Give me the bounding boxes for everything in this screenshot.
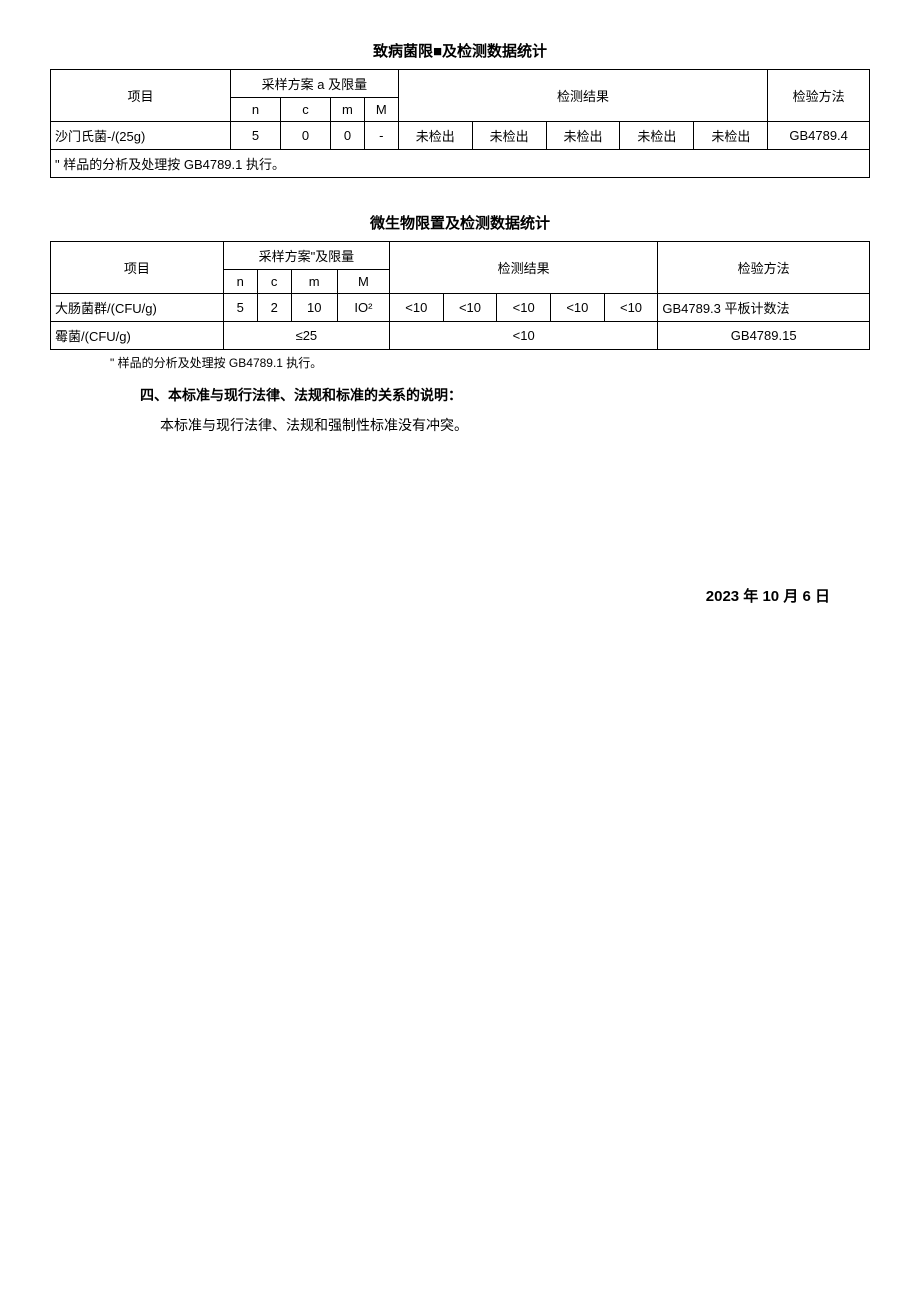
row-m: 0 xyxy=(331,122,365,150)
th2-sampling: 采样方案"及限量 xyxy=(223,242,389,270)
th2-m: m xyxy=(291,270,337,294)
date-text: 2023 年 10 月 6 日 xyxy=(50,585,830,606)
table2-title: 微生物限置及检测数据统计 xyxy=(50,212,870,233)
row1-r2: <10 xyxy=(443,294,497,322)
row-r1: 未检出 xyxy=(398,122,472,150)
th2-project: 项目 xyxy=(51,242,224,294)
row1-r3: <10 xyxy=(497,294,551,322)
table1-note: " 样品的分析及处理按 GB4789.1 执行。 xyxy=(51,150,870,178)
row1-method: GB4789.3 平板计数法 xyxy=(658,294,870,322)
row-n: 5 xyxy=(231,122,281,150)
row2-result: <10 xyxy=(390,322,658,350)
th-m: m xyxy=(331,98,365,122)
row2-name: 霉菌/(CFU/g) xyxy=(51,322,224,350)
row1-r4: <10 xyxy=(551,294,605,322)
row-r5: 未检出 xyxy=(694,122,768,150)
row1-M-upper: IO² xyxy=(337,294,389,322)
table2: 项目 采样方案"及限量 检测结果 检验方法 n c m M 大肠菌群/(CFU/… xyxy=(50,241,870,350)
th-method: 检验方法 xyxy=(768,70,870,122)
row-r4: 未检出 xyxy=(620,122,694,150)
th-c: c xyxy=(281,98,331,122)
row-method: GB4789.4 xyxy=(768,122,870,150)
row1-m: 10 xyxy=(291,294,337,322)
row2-limit: ≤25 xyxy=(223,322,389,350)
row-name: 沙门氏菌-/(25g) xyxy=(51,122,231,150)
th-project: 项目 xyxy=(51,70,231,122)
table1-title: 致病菌限■及检测数据统计 xyxy=(50,40,870,61)
row-c: 0 xyxy=(281,122,331,150)
row-r2: 未检出 xyxy=(472,122,546,150)
th2-M-upper: M xyxy=(337,270,389,294)
th2-n: n xyxy=(223,270,257,294)
row1-n: 5 xyxy=(223,294,257,322)
row1-r1: <10 xyxy=(390,294,444,322)
section4-heading: 四、本标准与现行法律、法规和标准的关系的说明： xyxy=(140,385,870,405)
row-r3: 未检出 xyxy=(546,122,620,150)
th-sampling: 采样方案 a 及限量 xyxy=(231,70,399,98)
section4-para: 本标准与现行法律、法规和强制性标准没有冲突。 xyxy=(160,415,870,435)
row1-c: 2 xyxy=(257,294,291,322)
row1-r5: <10 xyxy=(604,294,658,322)
th2-c: c xyxy=(257,270,291,294)
row1-name: 大肠菌群/(CFU/g) xyxy=(51,294,224,322)
th-M-upper: M xyxy=(364,98,398,122)
th2-method: 检验方法 xyxy=(658,242,870,294)
table2-note: " 样品的分析及处理按 GB4789.1 执行。 xyxy=(110,354,870,371)
th-result: 检测结果 xyxy=(398,70,768,122)
row2-method: GB4789.15 xyxy=(658,322,870,350)
row-M-upper: - xyxy=(364,122,398,150)
th2-result: 检测结果 xyxy=(390,242,658,294)
table1: 项目 采样方案 a 及限量 检测结果 检验方法 n c m M 沙门氏菌-/(2… xyxy=(50,69,870,178)
th-n: n xyxy=(231,98,281,122)
